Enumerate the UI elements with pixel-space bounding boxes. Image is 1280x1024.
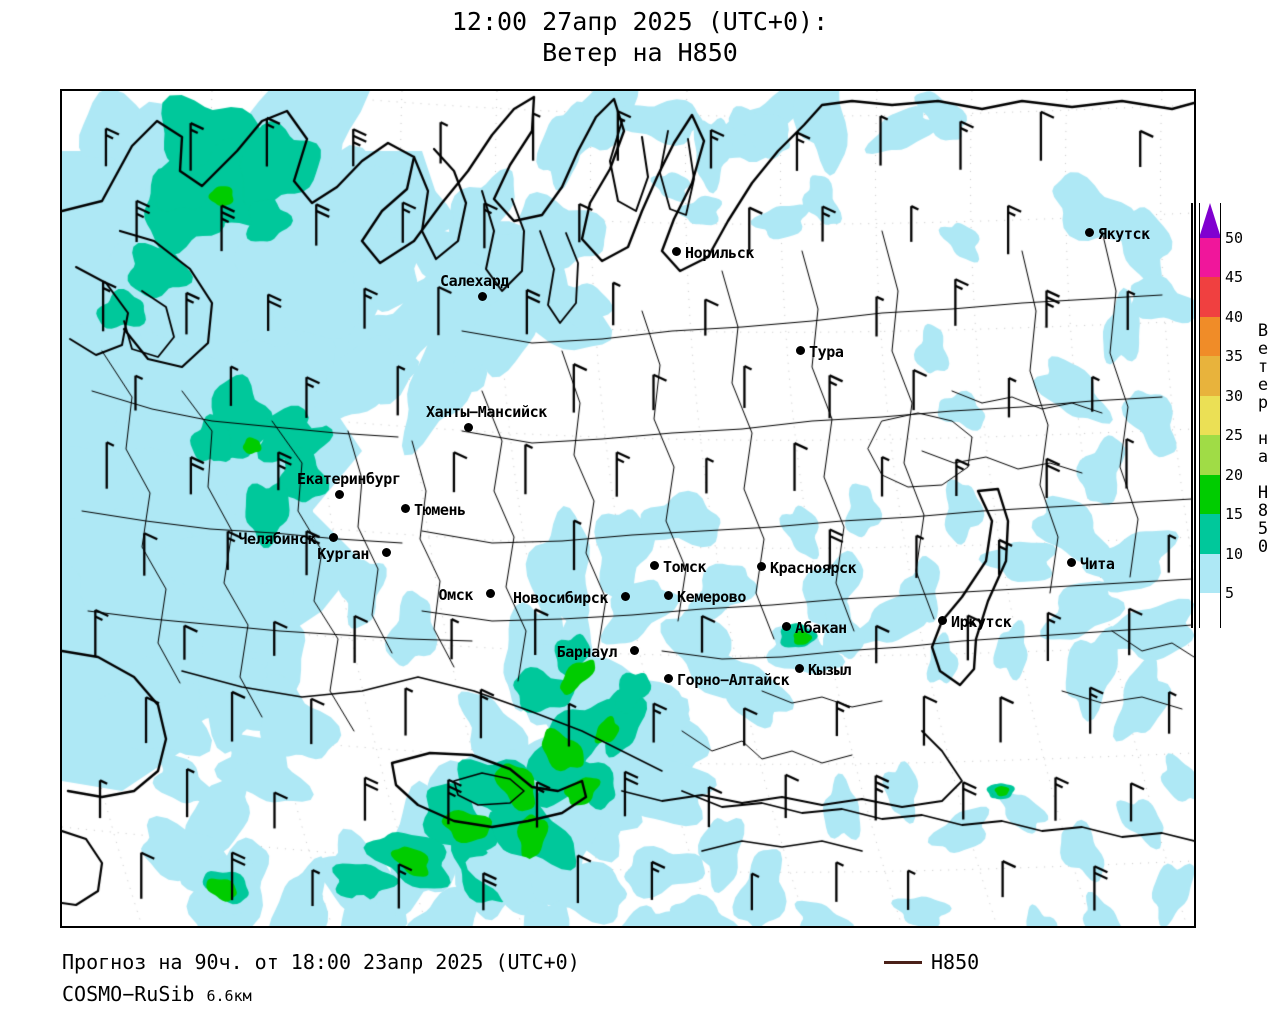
legend-entry-h850: H850 — [884, 950, 979, 974]
colorbar-band-30-35 — [1199, 356, 1221, 397]
city-dot-icon — [938, 616, 947, 625]
colorbar-tick-35: 35 — [1225, 347, 1244, 366]
city-label: Норильск — [685, 244, 755, 262]
city-dot-icon — [1085, 228, 1094, 237]
city-dot-icon — [478, 292, 487, 301]
city-label: Якутск — [1098, 225, 1150, 243]
city-label: Тюмень — [414, 501, 466, 519]
colorbar-axis-rule — [1191, 203, 1193, 628]
colorbar-tick-25: 25 — [1225, 426, 1244, 445]
city-dot-icon — [486, 589, 495, 598]
colorbar-band-5-10 — [1199, 553, 1221, 594]
city-label: Салехард — [440, 272, 510, 290]
city-label: Тура — [809, 343, 844, 361]
city-label: Челябинск — [238, 530, 316, 548]
city-dot-icon — [630, 646, 639, 655]
city-label: Екатеринбург — [297, 470, 401, 488]
city-dot-icon — [664, 674, 673, 683]
colorbar-band-40-45 — [1199, 277, 1221, 318]
footer-forecast-line: Прогноз на 90ч. от 18:00 23апр 2025 (UTC… — [62, 950, 580, 974]
city-label: Кемерово — [677, 588, 747, 606]
city-dot-icon — [621, 592, 630, 601]
city-label: Чита — [1080, 555, 1115, 573]
city-dot-icon — [1067, 558, 1076, 567]
city-label: Красноярск — [770, 559, 857, 577]
colorbar-tick-50: 50 — [1225, 229, 1244, 247]
city-label: Горно−Алтайск — [677, 671, 790, 689]
city-dot-icon — [664, 591, 673, 600]
city-label: Омск — [438, 586, 473, 604]
colorbar-tick-20: 20 — [1225, 465, 1244, 484]
footer-model-name: COSMO−RuSib — [62, 982, 207, 1006]
colorbar-band-25-30 — [1199, 395, 1221, 436]
page-title: 12:00 27апр 2025 (UTC+0): Ветер на H850 — [0, 6, 1280, 68]
footer-model-resolution: 6.6км — [206, 987, 252, 1005]
city-dot-icon — [401, 504, 410, 513]
city-label: Иркутск — [951, 613, 1012, 631]
city-label: Барнаул — [556, 643, 618, 661]
title-valid-time: 12:00 27апр 2025 (UTC+0): — [451, 7, 829, 36]
colorbar-band-15-20 — [1199, 474, 1221, 515]
colorbar-band-20-25 — [1199, 435, 1221, 476]
colorbar: 5 10 15 20 25 30 35 40 45 50 Ветер на H850 — [1191, 203, 1280, 633]
footer-model-line: COSMO−RuSib 6.6км — [62, 982, 252, 1006]
city-label: Абакан — [795, 619, 847, 637]
city-dot-icon — [757, 562, 766, 571]
city-label: Новосибирск — [513, 589, 608, 607]
colorbar-tick-10: 10 — [1225, 544, 1244, 563]
colorbar-tick-5: 5 — [1225, 584, 1235, 602]
city-label: Курган — [317, 545, 369, 563]
colorbar-tick-15: 15 — [1225, 505, 1244, 524]
city-dot-icon — [782, 622, 791, 631]
city-label: Кызыл — [808, 661, 852, 679]
city-dot-icon — [796, 346, 805, 355]
weather-map-canvas[interactable] — [62, 91, 1194, 926]
city-dot-icon — [382, 548, 391, 557]
city-dot-icon — [335, 490, 344, 499]
colorbar-over-arrow — [1199, 203, 1221, 238]
city-dot-icon — [672, 247, 681, 256]
colorbar-band-10-15 — [1199, 514, 1221, 555]
colorbar-under-arrow — [1199, 593, 1221, 628]
colorbar-band-45-50 — [1199, 238, 1221, 279]
colorbar-tick-30: 30 — [1225, 386, 1244, 405]
city-dot-icon — [795, 664, 804, 673]
legend-line-swatch — [884, 960, 922, 964]
map-frame[interactable]: Якутск Норильск Салехард Тура Ханты−Мансийск… — [60, 89, 1196, 928]
colorbar-tick-45: 45 — [1225, 268, 1244, 287]
title-variable: Ветер на H850 — [542, 38, 738, 67]
city-dot-icon — [650, 561, 659, 570]
colorbar-band-35-40 — [1199, 316, 1221, 357]
city-dot-icon — [329, 533, 338, 542]
colorbar-tick-40: 40 — [1225, 307, 1244, 326]
city-label: Томск — [663, 558, 707, 576]
legend-label: H850 — [931, 950, 980, 974]
city-dot-icon — [464, 423, 473, 432]
colorbar-bands — [1199, 238, 1221, 594]
colorbar-axis-title: Ветер на H850 — [1253, 321, 1273, 555]
city-label: Ханты−Мансийск — [426, 403, 547, 421]
